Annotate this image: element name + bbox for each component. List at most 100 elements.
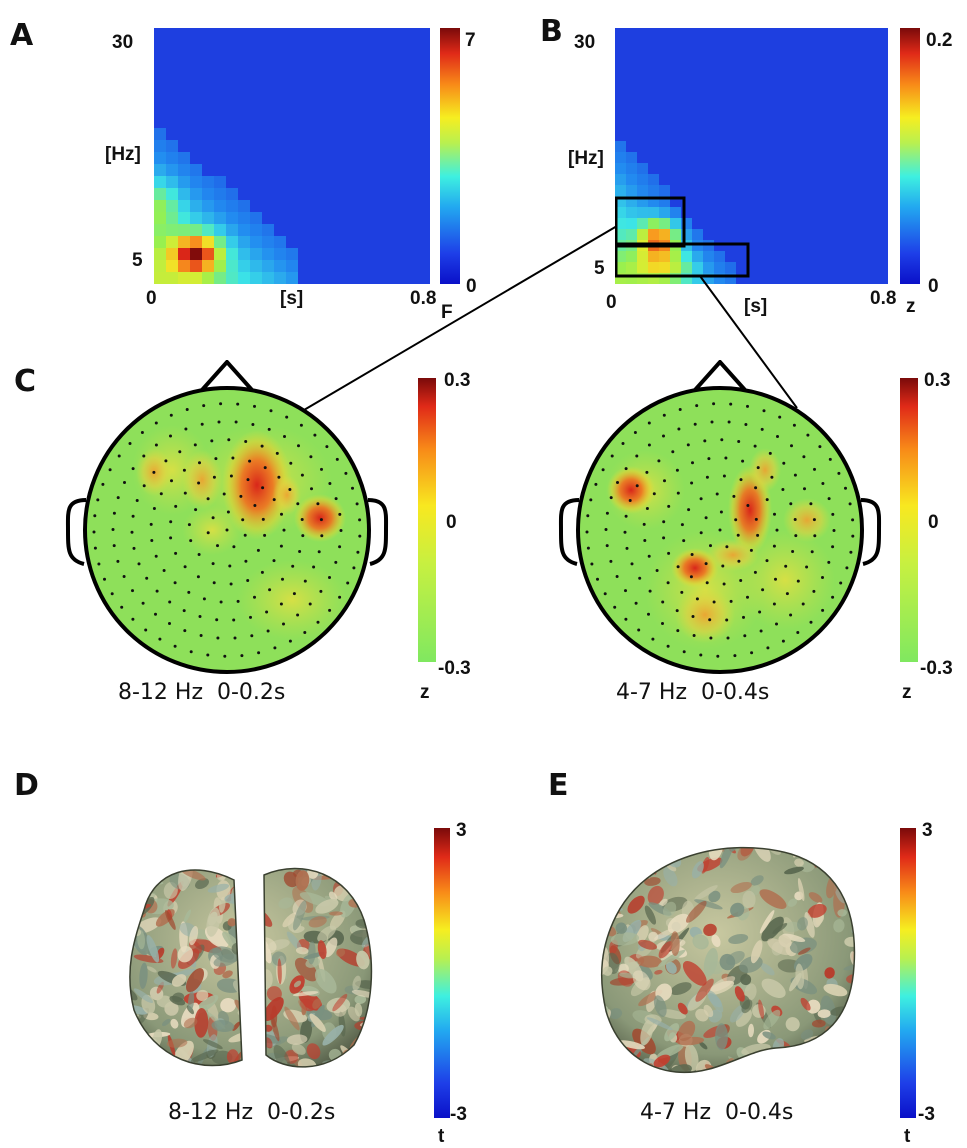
c1-cbar-mid: 0: [446, 512, 457, 533]
electrode-dot: [182, 609, 186, 613]
electrode-dot: [277, 475, 281, 479]
cortex-patch: [797, 947, 811, 955]
cortex-patch: [800, 997, 811, 1011]
a-heat-cell: [202, 176, 214, 188]
electrode-dot: [647, 612, 650, 616]
cortex-patch: [837, 909, 847, 917]
cortex-patch: [858, 970, 866, 983]
electrode-dot: [647, 443, 651, 447]
cortex-patch: [364, 877, 372, 894]
cortex-patch: [642, 847, 654, 864]
a-heat-cell: [154, 200, 166, 212]
electrode-dot: [173, 644, 177, 648]
electrode-dot: [594, 482, 598, 486]
electrode-dot: [236, 599, 240, 603]
b-heat-cell: [648, 229, 659, 240]
electrode-dot: [356, 550, 360, 554]
a-heat-cell: [226, 212, 238, 224]
cortex-patch: [297, 1058, 317, 1067]
electrode-dot: [742, 615, 745, 619]
cortex-patch: [348, 868, 363, 870]
b-heat-cell: [659, 207, 670, 218]
electrode-dot: [296, 613, 300, 617]
a-cbar-unit: F: [441, 302, 453, 323]
cortex-patch: [263, 997, 284, 1021]
electrode-dot: [709, 636, 713, 640]
electrode-dot: [152, 507, 156, 510]
electrode-dot: [722, 582, 726, 586]
cortex-patch: [735, 1009, 752, 1027]
electrode-dot: [185, 408, 189, 411]
b-xtick-08: 0.8: [870, 288, 897, 309]
cortex-patch: [146, 966, 157, 973]
cortex-patch: [667, 913, 690, 934]
a-heat-cell: [202, 260, 214, 272]
electrode-dot: [344, 471, 348, 475]
cortex-patch: [823, 983, 848, 997]
cortex-patch: [654, 969, 663, 975]
electrode-dot: [774, 577, 777, 581]
cortex-patch: [332, 993, 348, 1012]
cortex-patch: [833, 919, 845, 933]
electrode-dot: [831, 545, 835, 549]
a-heat-cell: [190, 272, 202, 284]
electrode-dot: [202, 597, 206, 601]
b-heat-cell: [626, 251, 637, 262]
electrode-dot: [687, 508, 691, 512]
cortex-patch: [758, 999, 765, 1019]
electrode-dot: [806, 433, 810, 437]
electrode-dot: [832, 529, 836, 532]
cortex-patch: [230, 850, 244, 860]
a-heat-cell: [214, 200, 226, 212]
cortex-patch: [618, 1040, 645, 1050]
electrode-dot: [722, 474, 726, 478]
cortex-patch: [844, 847, 855, 862]
cortex-patch: [293, 900, 307, 931]
cortex-patch: [129, 916, 139, 923]
d-caption: 8-12 Hz 0-0.2s: [168, 1100, 336, 1125]
cortex-patch: [673, 847, 684, 854]
a-heat-cell: [166, 248, 178, 260]
panel-label-d: D: [14, 768, 39, 803]
b-heat-cell: [615, 262, 626, 273]
electrode-dot: [328, 576, 331, 579]
b-heat-cell: [703, 273, 714, 284]
a-heat-cell: [214, 272, 226, 284]
electrode-dot: [793, 518, 797, 521]
electrode-dot: [198, 615, 202, 618]
cortex-patch: [340, 868, 350, 871]
cortex-patch: [129, 870, 135, 881]
cortex-patch: [668, 1064, 692, 1073]
b-ylabel-hz: [Hz]: [568, 148, 604, 169]
electrode-dot: [802, 455, 806, 459]
cortex-patch: [227, 918, 237, 927]
electrode-dot: [272, 498, 276, 502]
electrode-dot: [737, 559, 741, 563]
cortex-patch: [821, 1060, 840, 1073]
electrode-dot: [219, 402, 223, 406]
electrode-dot: [338, 512, 342, 516]
electrode-dot: [358, 518, 362, 522]
cortex-patch: [245, 850, 267, 861]
cortex-patch: [241, 917, 250, 929]
cortex-patch: [665, 961, 677, 974]
b-heat-cell: [648, 218, 659, 229]
panel-label-e: E: [548, 768, 569, 803]
electrode-dot: [789, 502, 793, 506]
cortex-patch: [695, 978, 714, 1002]
cortex-patch: [656, 847, 677, 858]
electrode-dot: [116, 559, 120, 563]
electrode-dot: [821, 576, 824, 579]
cortex-patch: [783, 921, 801, 933]
electrode-dot: [187, 523, 191, 527]
cortex-patch: [658, 949, 686, 967]
electrode-dot: [759, 629, 763, 633]
electrode-dot: [202, 404, 206, 408]
cortex-patch: [266, 850, 276, 866]
cortex-patch: [294, 957, 318, 982]
cortex-patch: [171, 974, 187, 987]
electrode-dot: [199, 634, 203, 637]
cortex-patch: [134, 1043, 150, 1052]
electrode-dot: [609, 559, 613, 563]
electrode-dot: [154, 421, 158, 425]
